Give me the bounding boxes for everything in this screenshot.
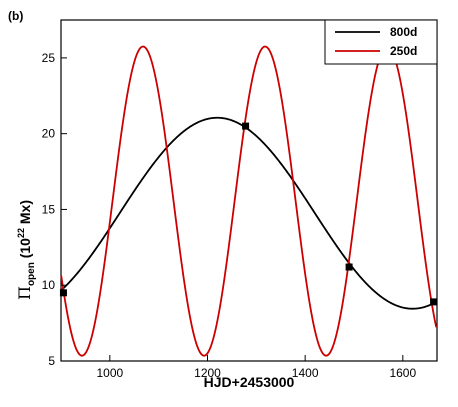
y-tick-label: 20 [42,127,56,141]
y-axis: 5 10 15 20 25 [42,51,67,368]
x-tick-label: 1000 [96,366,123,380]
series-line-800d [60,116,437,310]
data-point-marker [430,298,438,306]
legend-label-250d: 250d [390,44,417,58]
x-tick-label: 1200 [194,366,221,380]
x-axis-label: HJD+2453000 [204,374,295,390]
legend-box [324,19,438,65]
x-axis: 1000 1200 1400 1600 [96,355,416,380]
marker-layer [59,122,438,306]
y-axis-label-paren: (10 [17,238,33,262]
x-tick-label: 1400 [292,366,319,380]
panel-label: (b) [8,9,23,23]
series-layer [60,45,438,357]
y-tick-label: 15 [42,202,56,216]
data-point-marker [345,263,353,271]
y-axis-label-unit: Mx) [17,200,33,228]
y-tick-label: 25 [42,51,56,65]
legend-label-800d: 800d [390,25,417,39]
plot-area [59,19,438,362]
legend: 800d 250d [324,19,438,65]
series-line-250d [60,45,438,357]
data-point-marker [59,289,67,297]
x-tick-label: 1600 [389,366,416,380]
y-axis-label-subscript: open [26,262,37,286]
data-point-marker [242,122,250,130]
y-axis-label-superscript: 22 [16,228,26,238]
y-tick-label: 10 [42,278,56,292]
y-tick-label: 5 [48,354,55,368]
plot-frame [60,19,438,362]
y-axis-label: Πopen (1022 Mx) [15,200,37,300]
y-axis-label-symbol: Π [15,286,34,300]
